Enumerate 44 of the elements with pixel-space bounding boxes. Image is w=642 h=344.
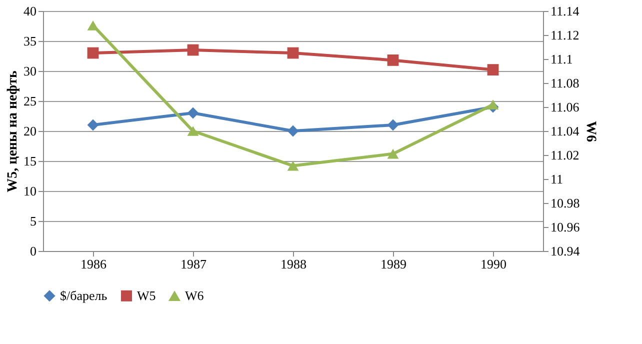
point bbox=[387, 148, 399, 159]
point bbox=[187, 107, 199, 119]
point bbox=[87, 20, 99, 30]
y-tick-label: 15 bbox=[24, 154, 36, 168]
x-tick-label: 1988 bbox=[280, 256, 306, 272]
point bbox=[187, 126, 199, 136]
x-tick-label: 1986 bbox=[80, 256, 107, 272]
y-axis-title: W5, цены на нефть bbox=[6, 70, 20, 192]
y-tick-label: 25 bbox=[24, 94, 36, 108]
y-tick-label: 20 bbox=[24, 124, 36, 138]
y2-axis-title: W6 bbox=[582, 121, 598, 142]
y2-tick-label: 11.02 bbox=[550, 148, 580, 162]
legend-label: W5 bbox=[137, 288, 156, 303]
point bbox=[387, 54, 399, 66]
y2-tick-label: 11.14 bbox=[550, 4, 580, 18]
legend-label: W6 bbox=[185, 288, 204, 304]
point bbox=[387, 119, 399, 131]
legend-label: $/барель bbox=[60, 288, 108, 303]
point bbox=[287, 125, 299, 137]
point bbox=[487, 100, 499, 110]
y-tick-label: 10 bbox=[24, 184, 36, 198]
y-tick-label: 30 bbox=[24, 64, 36, 78]
x-tick-label: 1989 bbox=[380, 256, 406, 272]
x-tick-label: 1987 bbox=[180, 256, 207, 272]
y-tick-label: 5 bbox=[30, 214, 36, 228]
y-tick-label: 35 bbox=[24, 34, 36, 48]
point bbox=[287, 47, 299, 59]
point bbox=[187, 44, 199, 56]
point bbox=[87, 47, 99, 59]
y2-tick-label: 11.12 bbox=[550, 28, 580, 42]
x-tick-label: 1990 bbox=[480, 256, 506, 272]
y2-tick-label: 11.04 bbox=[550, 124, 580, 138]
y2-tick-label: 11.1 bbox=[550, 52, 573, 66]
point bbox=[287, 160, 299, 171]
point bbox=[87, 119, 99, 131]
y2-tick-label: 11.06 bbox=[550, 100, 580, 114]
y2-tick-label: 11 bbox=[550, 172, 564, 186]
y2-tick-label: 10.98 bbox=[550, 196, 580, 210]
y2-tick-label: 10.96 bbox=[550, 220, 580, 234]
y-tick-label: 0 bbox=[30, 244, 36, 258]
y2-tick-label: 10.94 bbox=[550, 244, 580, 258]
y2-tick-label: 11.08 bbox=[550, 76, 580, 90]
point bbox=[487, 64, 499, 76]
y-tick-label: 40 bbox=[24, 4, 36, 18]
